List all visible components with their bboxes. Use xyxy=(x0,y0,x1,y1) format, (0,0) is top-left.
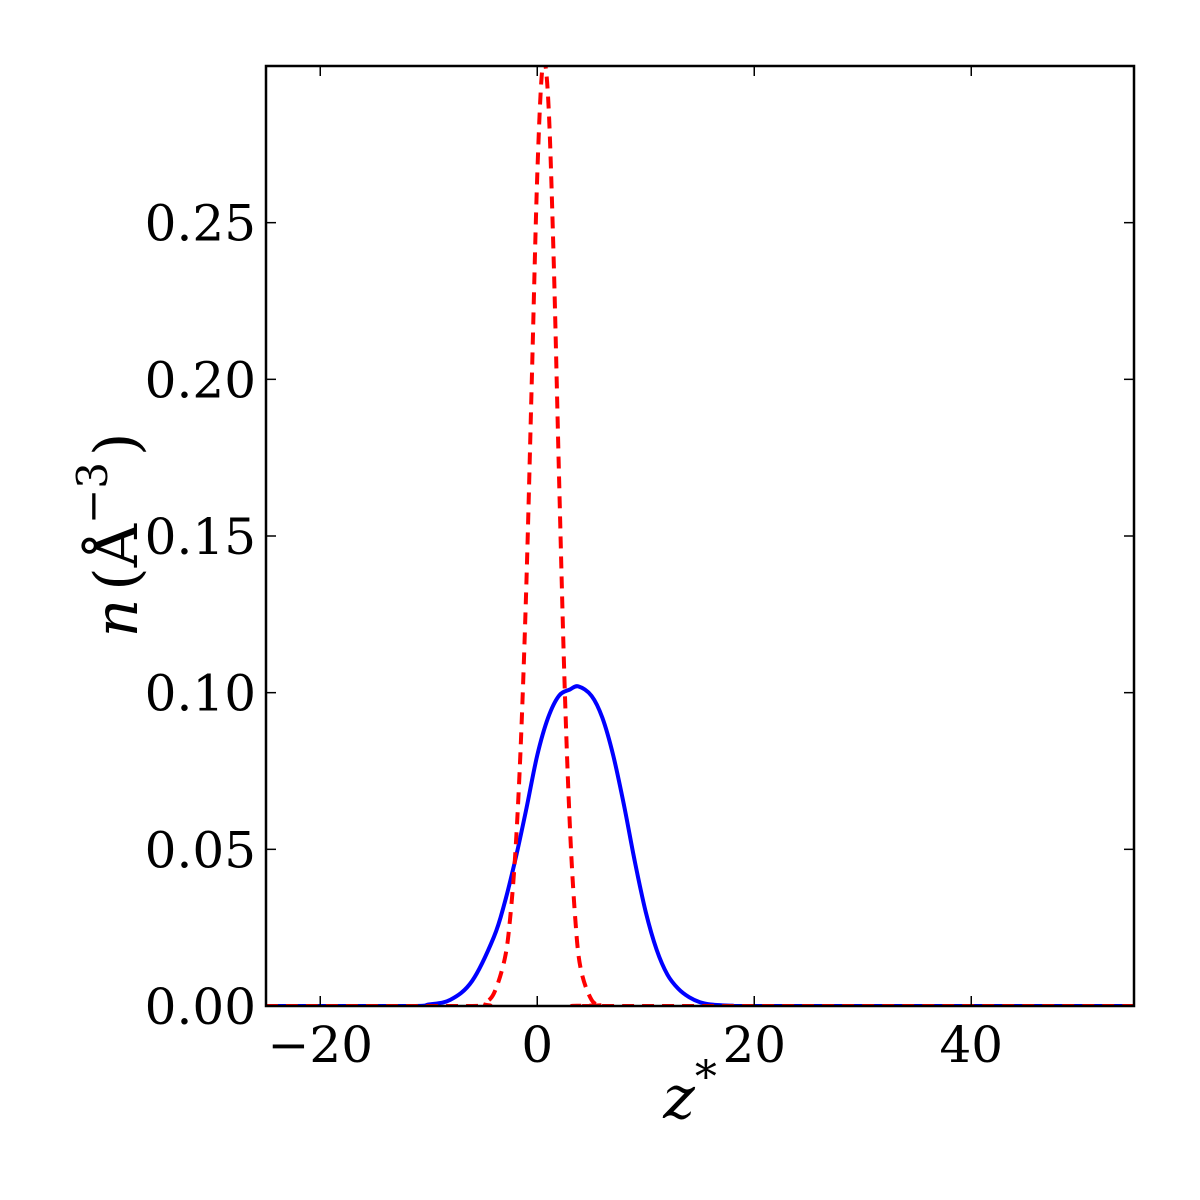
ticks-layer: −20 0 20 40 0.00 0.05 0.10 0.15 0.20 0.25 xyxy=(145,66,1134,1074)
y-axis-label-unit: Å xyxy=(81,523,152,568)
y-tick-label: 0.00 xyxy=(145,978,256,1036)
x-axis-label-var: z xyxy=(662,1063,695,1133)
y-axis-label: n (Å−3) xyxy=(68,433,152,638)
y-axis-label-var: n xyxy=(82,599,152,638)
y-tick-label: 0.15 xyxy=(145,508,256,566)
series-line-dashed-red xyxy=(266,66,1134,1006)
y-tick-label: 0.05 xyxy=(145,821,256,879)
y-axis-label-close: ) xyxy=(82,433,152,456)
x-tick-label: 40 xyxy=(939,1016,1003,1074)
x-tick-label: −20 xyxy=(267,1016,373,1074)
series-layer xyxy=(266,66,1134,1006)
series-line-solid-blue xyxy=(266,684,1134,1006)
x-axis-label-sup: * xyxy=(695,1052,717,1103)
x-tick-label: 0 xyxy=(521,1016,553,1074)
y-axis-label-sup: −3 xyxy=(68,462,117,524)
y-tick-label: 0.10 xyxy=(145,665,256,723)
x-axis-label: z* xyxy=(662,1052,717,1133)
x-tick-label: 20 xyxy=(722,1016,786,1074)
y-tick-label: 0.20 xyxy=(145,351,256,409)
y-axis-label-open: ( xyxy=(82,567,152,590)
y-tick-label: 0.25 xyxy=(145,195,256,253)
